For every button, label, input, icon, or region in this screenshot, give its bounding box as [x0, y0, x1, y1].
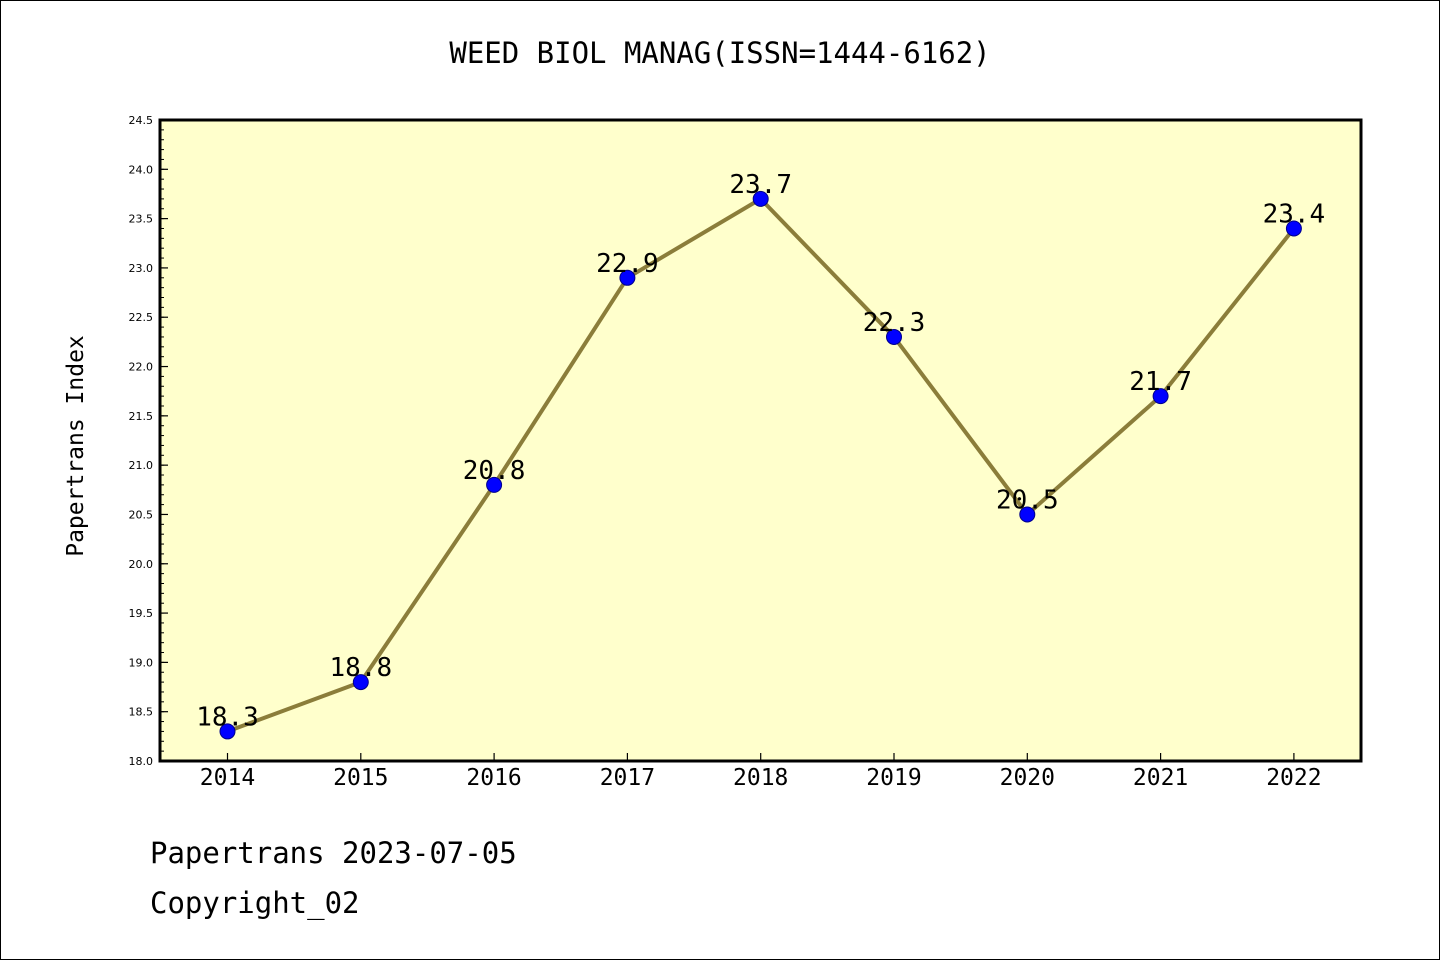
y-tick-label: 20.5 [129, 508, 154, 521]
y-tick-label: 21.0 [129, 459, 154, 472]
data-label: 21.7 [1129, 367, 1192, 397]
y-tick-label: 22.0 [129, 361, 154, 374]
data-point [219, 723, 236, 740]
data-label: 20.5 [996, 485, 1059, 515]
y-tick-label: 19.5 [129, 607, 154, 620]
series-group [219, 190, 1302, 740]
y-tick-label: 20.0 [129, 558, 154, 571]
data-label: 23.4 [1263, 199, 1326, 229]
x-tick-label: 2014 [200, 765, 255, 791]
data-label: 20.8 [463, 456, 526, 486]
x-tick-label: 2022 [1266, 765, 1321, 791]
x-tick-label: 2017 [600, 765, 655, 791]
x-tick-label: 2015 [333, 765, 388, 791]
y-tick-label: 22.5 [129, 311, 154, 324]
data-labels: 18.3 18.8 20.8 22.9 23.7 22.3 20.5 21.7 23.4 [196, 170, 1325, 733]
y-tick-label: 18.5 [129, 706, 154, 719]
plot-border [158, 118, 1363, 763]
data-point [886, 328, 902, 345]
y-tick-label: 19.0 [129, 656, 154, 669]
footer-date: Papertrans 2023-07-05 [150, 836, 517, 870]
y-tick-label: 23.0 [129, 262, 154, 275]
footer-copyright: Copyright_02 [150, 886, 360, 920]
x-tick-label: 2021 [1133, 765, 1188, 791]
data-label: 18.8 [329, 653, 392, 683]
x-tick-label: 2019 [866, 765, 921, 791]
x-tick-label: 2020 [1000, 765, 1055, 791]
data-point [619, 269, 636, 286]
x-tick-label: 2016 [466, 765, 521, 791]
plot-area [160, 120, 1361, 761]
data-label: 22.9 [596, 249, 659, 279]
data-point [752, 190, 769, 207]
data-point [486, 476, 503, 493]
y-tick-label: 21.5 [129, 410, 154, 423]
y-axis-ticks: 18.0 18.5 19.0 19.5 20.0 20.5 21.0 21.5 22.0 22.5… [129, 114, 168, 768]
data-point [1285, 220, 1302, 237]
y-tick-label: 23.5 [129, 213, 154, 226]
y-tick-label: 24.0 [129, 163, 154, 176]
y-tick-label: 18.0 [129, 755, 154, 768]
data-point [1019, 506, 1036, 523]
data-point [352, 674, 369, 691]
data-point [1152, 388, 1169, 405]
data-label: 22.3 [863, 308, 926, 338]
data-label: 18.3 [196, 702, 259, 732]
y-tick-label: 24.5 [129, 114, 154, 127]
x-tick-label: 2018 [733, 765, 788, 791]
chart-title: WEED BIOL MANAG(ISSN=1444-6162) [449, 36, 991, 70]
data-label: 23.7 [729, 170, 792, 200]
